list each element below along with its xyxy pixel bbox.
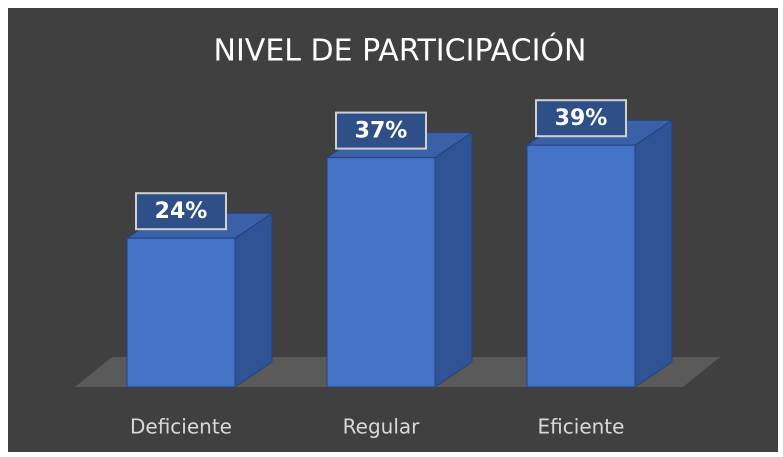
bar-side — [234, 212, 273, 388]
data-label: 37% — [355, 119, 408, 144]
bar-front — [526, 144, 636, 388]
bar-front — [326, 157, 436, 388]
x-tick-label: Eficiente — [538, 415, 625, 439]
data-label-box — [135, 192, 227, 231]
bars — [125, 119, 674, 388]
x-tick-label: Regular — [343, 415, 420, 439]
data-label: 24% — [155, 199, 208, 224]
data-label-box — [535, 99, 627, 138]
bar-side — [634, 119, 673, 388]
data-label-box — [335, 111, 427, 150]
bar-front — [126, 237, 236, 388]
bar-side — [434, 131, 473, 388]
x-tick-label: Deficiente — [130, 415, 232, 439]
data-label: 39% — [555, 106, 608, 131]
chart-title: NIVEL DE PARTICIPACIÓN — [214, 32, 587, 69]
